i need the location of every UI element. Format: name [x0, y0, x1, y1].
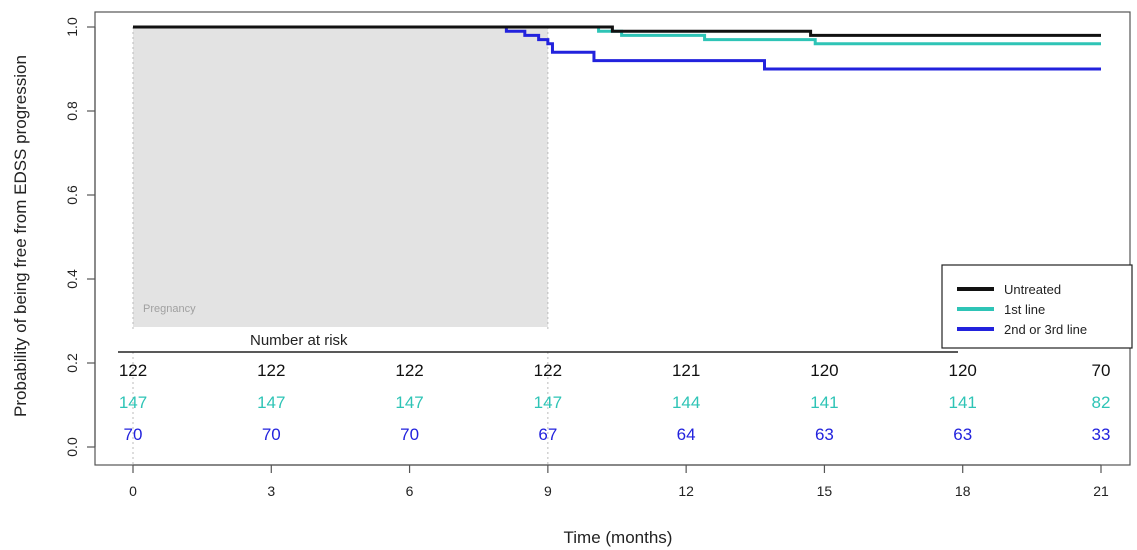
risk-table-band: [118, 330, 958, 352]
y-tick-label: 0.2: [64, 353, 80, 373]
risk-count: 33: [1092, 425, 1111, 444]
risk-count: 122: [119, 361, 147, 380]
risk-table-title: Number at risk: [250, 332, 348, 349]
risk-count: 63: [953, 425, 972, 444]
risk-count: 147: [257, 393, 285, 412]
y-tick-label: 0.8: [64, 101, 80, 121]
series-line: [133, 25, 1101, 46]
risk-count: 144: [672, 393, 700, 412]
x-tick-label: 0: [129, 483, 137, 499]
risk-count: 82: [1092, 393, 1111, 412]
x-axis-label: Time (months): [564, 528, 673, 547]
legend-label: 1st line: [1004, 302, 1045, 317]
risk-count: 63: [815, 425, 834, 444]
x-tick-label: 9: [544, 483, 552, 499]
risk-count: 121: [672, 361, 700, 380]
risk-count: 147: [119, 393, 147, 412]
legend-label: Untreated: [1004, 282, 1061, 297]
shaded-region-label: Pregnancy: [143, 303, 196, 315]
x-tick-label: 6: [406, 483, 414, 499]
y-axis-label: Probability of being free from EDSS prog…: [11, 55, 30, 417]
series-line: [133, 25, 1101, 71]
shaded-region: [133, 27, 548, 327]
risk-count: 122: [395, 361, 423, 380]
y-tick-label: 0.4: [64, 269, 80, 289]
risk-count: 122: [257, 361, 285, 380]
risk-count: 120: [810, 361, 838, 380]
risk-count: 122: [534, 361, 562, 380]
y-tick-label: 0.0: [64, 437, 80, 457]
x-tick-label: 12: [678, 483, 694, 499]
risk-count: 147: [395, 393, 423, 412]
risk-count: 67: [538, 425, 557, 444]
risk-count: 70: [1092, 361, 1111, 380]
x-tick-label: 15: [817, 483, 833, 499]
risk-count: 70: [262, 425, 281, 444]
risk-count: 120: [949, 361, 977, 380]
risk-count: 141: [810, 393, 838, 412]
risk-count: 70: [400, 425, 419, 444]
series-line: [133, 25, 1101, 37]
x-tick-label: 3: [267, 483, 275, 499]
risk-count: 141: [949, 393, 977, 412]
y-tick-label: 0.6: [64, 185, 80, 205]
y-tick-label: 1.0: [64, 17, 80, 37]
risk-count: 147: [534, 393, 562, 412]
legend-box: [941, 264, 1133, 349]
x-tick-label: 21: [1093, 483, 1109, 499]
risk-count: 70: [124, 425, 143, 444]
x-tick-label: 18: [955, 483, 971, 499]
legend-label: 2nd or 3rd line: [1004, 322, 1087, 337]
risk-count: 64: [677, 425, 696, 444]
